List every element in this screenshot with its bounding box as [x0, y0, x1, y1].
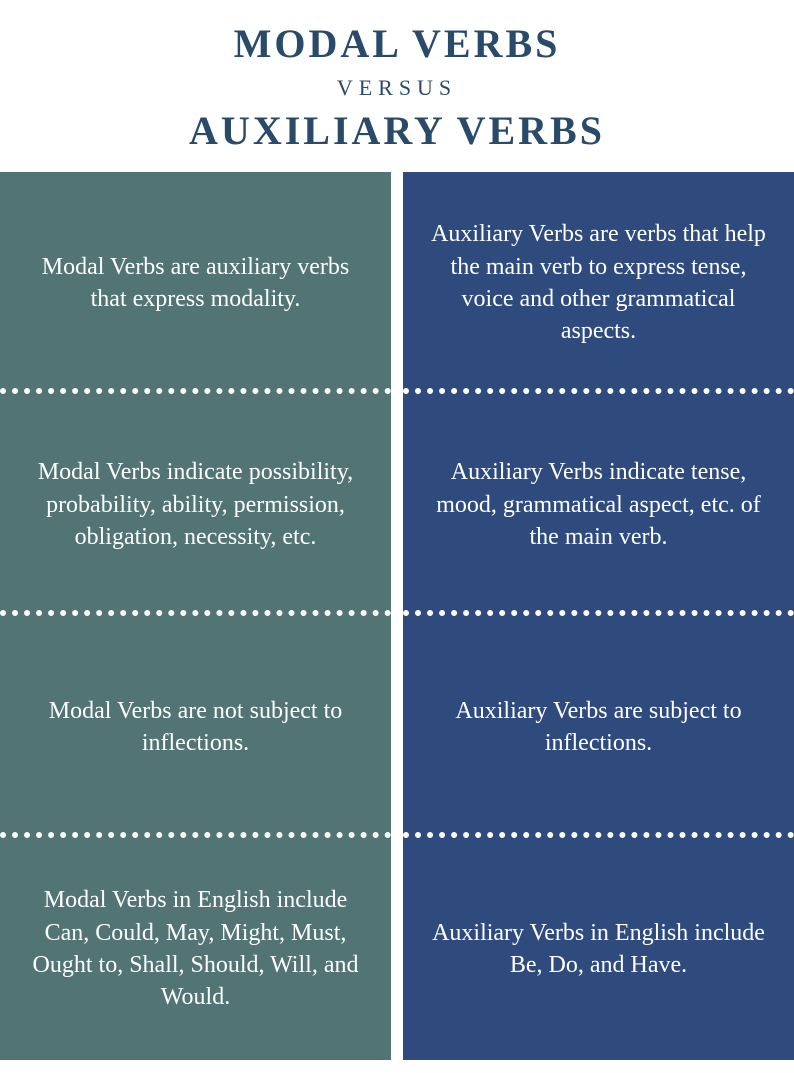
cell-aux-4: Auxiliary Verbs in English include Be, D…: [403, 838, 794, 1060]
header: MODAL VERBS VERSUS AUXILIARY VERBS: [0, 0, 794, 172]
cell-aux-1: Auxiliary Verbs are verbs that help the …: [403, 172, 794, 394]
cell-modal-1: Modal Verbs are auxiliary verbs that exp…: [0, 172, 391, 394]
cell-aux-3: Auxiliary Verbs are subject to inflectio…: [403, 616, 794, 838]
title-right: AUXILIARY VERBS: [0, 107, 794, 154]
cell-modal-2: Modal Verbs indicate possibility, probab…: [0, 394, 391, 616]
title-left: MODAL VERBS: [0, 20, 794, 67]
cell-modal-4: Modal Verbs in English include Can, Coul…: [0, 838, 391, 1060]
versus-label: VERSUS: [0, 75, 794, 101]
column-auxiliary-verbs: Auxiliary Verbs are verbs that help the …: [403, 172, 794, 1060]
cell-modal-3: Modal Verbs are not subject to inflectio…: [0, 616, 391, 838]
cell-aux-2: Auxiliary Verbs indicate tense, mood, gr…: [403, 394, 794, 616]
column-modal-verbs: Modal Verbs are auxiliary verbs that exp…: [0, 172, 391, 1060]
comparison-columns: Modal Verbs are auxiliary verbs that exp…: [0, 172, 794, 1060]
